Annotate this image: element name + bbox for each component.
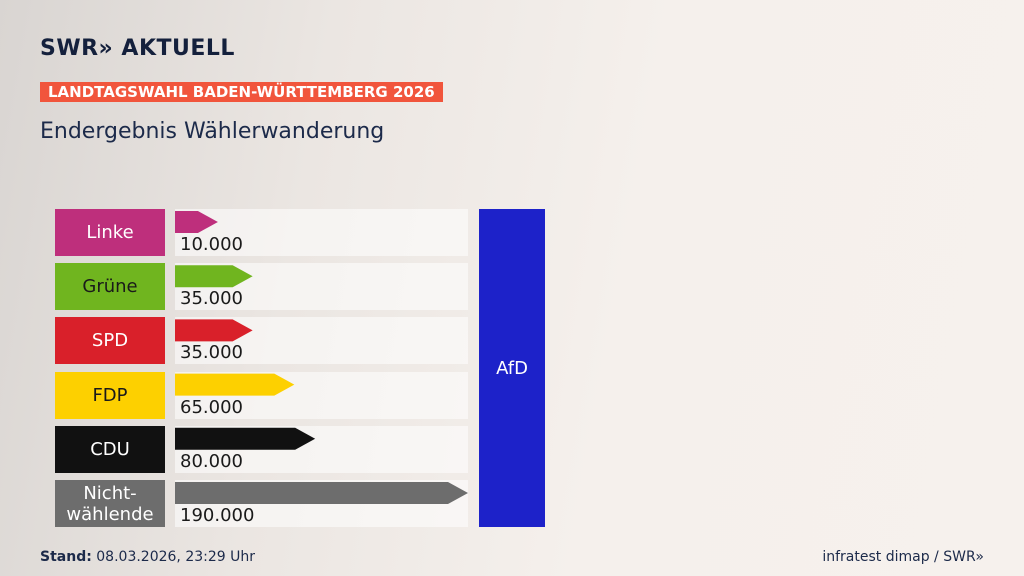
value-label: 190.000	[180, 505, 255, 526]
chart-title: Endergebnis Wählerwanderung	[40, 119, 385, 144]
arrow-bar	[175, 427, 316, 450]
credit: infratest dimap / SWR»	[822, 549, 984, 565]
value-label: 80.000	[180, 450, 243, 472]
value-label: 35.000	[180, 288, 243, 310]
category-label: Nicht-wählende	[55, 480, 165, 527]
row-track	[175, 209, 468, 256]
brand-logo: SWR» AKTUELL	[40, 36, 235, 61]
category-label: SPD	[55, 317, 165, 365]
arrow-bar	[175, 373, 295, 396]
footer-date: Stand: 08.03.2026, 23:29 Uhr	[40, 549, 255, 565]
arrow-bar	[175, 482, 468, 504]
target-box: AfD	[479, 209, 545, 527]
category-label: CDU	[55, 425, 165, 473]
value-label: 65.000	[180, 396, 243, 418]
value-label: 10.000	[180, 234, 243, 255]
category-label: Grüne	[55, 263, 165, 311]
kicker-badge: LANDTAGSWAHL BADEN-WÜRTTEMBERG 2026	[40, 82, 443, 102]
source-label: Stand:	[40, 549, 92, 565]
source-date: 08.03.2026, 23:29 Uhr	[96, 549, 255, 565]
arrow-bar	[175, 319, 253, 342]
arrow-bar	[175, 265, 253, 288]
category-label: Linke	[55, 209, 165, 256]
value-label: 35.000	[180, 342, 243, 364]
arrow-bar	[175, 211, 218, 233]
category-label: FDP	[55, 371, 165, 419]
